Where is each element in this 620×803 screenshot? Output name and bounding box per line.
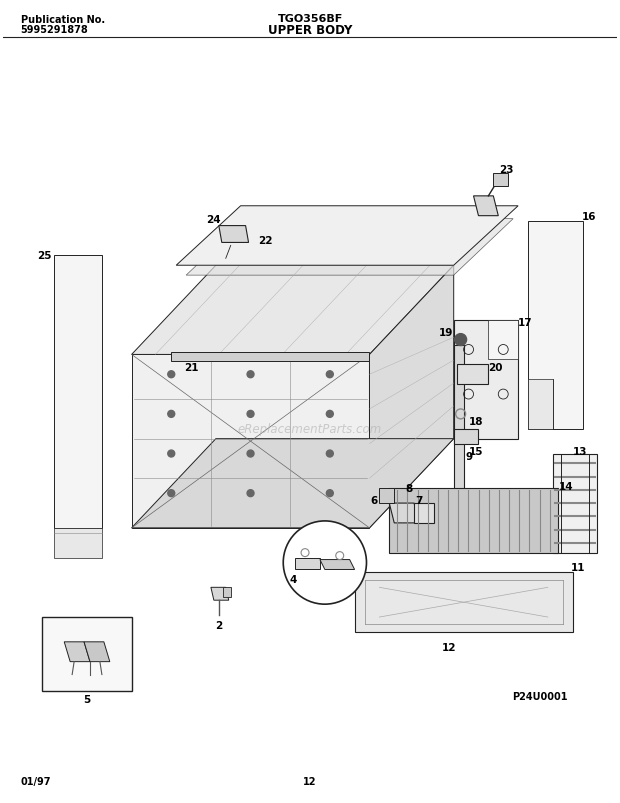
Circle shape: [326, 450, 334, 458]
Text: 24: 24: [206, 214, 221, 224]
Text: Publication No.: Publication No.: [20, 15, 105, 26]
Circle shape: [247, 371, 254, 378]
Circle shape: [454, 334, 467, 346]
Polygon shape: [528, 380, 553, 430]
Text: TGO356BF: TGO356BF: [277, 14, 343, 23]
Circle shape: [326, 411, 334, 418]
Text: 22: 22: [258, 236, 273, 247]
Text: 13: 13: [574, 446, 588, 456]
Text: 19: 19: [438, 327, 453, 337]
Polygon shape: [131, 439, 454, 528]
Text: 17: 17: [518, 317, 533, 328]
Text: 16: 16: [582, 211, 596, 222]
Polygon shape: [454, 430, 479, 444]
Circle shape: [283, 521, 366, 605]
Polygon shape: [295, 558, 320, 570]
Polygon shape: [379, 488, 394, 503]
Text: 4: 4: [290, 575, 297, 585]
Text: 2: 2: [215, 620, 223, 630]
Text: 21: 21: [184, 363, 198, 373]
Text: 12: 12: [303, 776, 317, 785]
Text: 8: 8: [405, 483, 413, 494]
Text: 11: 11: [570, 563, 585, 573]
Circle shape: [247, 490, 254, 497]
Text: 12: 12: [441, 642, 456, 652]
Polygon shape: [84, 642, 110, 662]
Text: 15: 15: [469, 446, 484, 456]
Polygon shape: [494, 173, 508, 187]
Text: 5: 5: [84, 695, 91, 704]
Polygon shape: [454, 345, 464, 528]
Polygon shape: [474, 197, 498, 216]
Polygon shape: [211, 588, 229, 601]
Polygon shape: [186, 219, 513, 275]
Text: 18: 18: [469, 416, 484, 426]
Polygon shape: [55, 528, 102, 558]
Polygon shape: [131, 266, 454, 355]
Polygon shape: [131, 355, 370, 528]
Polygon shape: [176, 206, 518, 266]
Text: 25: 25: [37, 251, 51, 261]
Polygon shape: [489, 320, 518, 360]
Circle shape: [326, 490, 334, 497]
Polygon shape: [55, 256, 102, 528]
Circle shape: [168, 411, 175, 418]
Text: eReplacementParts.com: eReplacementParts.com: [238, 422, 382, 436]
Bar: [42, 618, 131, 691]
Polygon shape: [528, 222, 583, 430]
Polygon shape: [457, 365, 489, 385]
Circle shape: [168, 490, 175, 497]
Circle shape: [247, 411, 254, 418]
Polygon shape: [355, 573, 573, 632]
Text: 5995291878: 5995291878: [20, 26, 89, 35]
Text: 9: 9: [465, 452, 472, 462]
Polygon shape: [414, 503, 434, 524]
Text: 23: 23: [499, 165, 513, 175]
Polygon shape: [219, 226, 249, 243]
Circle shape: [326, 371, 334, 378]
Polygon shape: [454, 320, 518, 439]
Polygon shape: [320, 560, 355, 570]
Text: 01/97: 01/97: [20, 776, 51, 785]
Text: P24U0001: P24U0001: [512, 691, 568, 702]
Polygon shape: [389, 488, 558, 553]
Circle shape: [168, 450, 175, 458]
Text: 7: 7: [415, 495, 423, 505]
Text: UPPER BODY: UPPER BODY: [268, 24, 352, 38]
Polygon shape: [171, 353, 370, 362]
Polygon shape: [64, 642, 90, 662]
Circle shape: [247, 450, 254, 458]
Circle shape: [168, 371, 175, 378]
Polygon shape: [223, 588, 231, 597]
Text: 20: 20: [488, 363, 503, 373]
Text: 14: 14: [559, 482, 573, 491]
Polygon shape: [553, 454, 598, 553]
Polygon shape: [389, 503, 419, 524]
Text: 6: 6: [371, 495, 378, 505]
Polygon shape: [370, 266, 454, 528]
